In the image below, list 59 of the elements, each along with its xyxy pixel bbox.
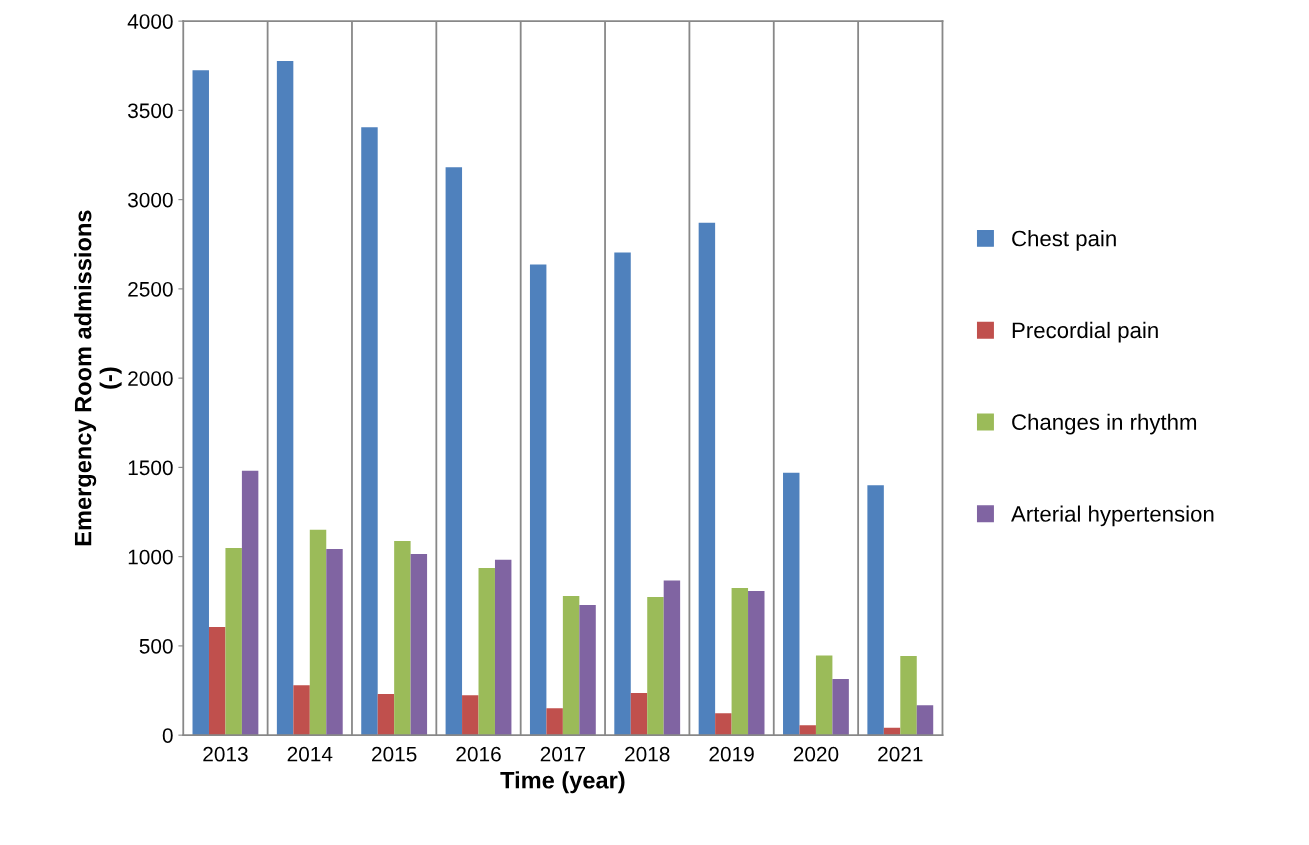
legend-label: Precordial pain bbox=[1012, 321, 1158, 343]
y-tick-label: 4000 bbox=[127, 14, 173, 29]
x-axis-title: Time (year) bbox=[500, 771, 625, 794]
x-tick-label: 2013 bbox=[203, 746, 248, 762]
legend-label: Arterial hypertension bbox=[1011, 505, 1214, 527]
x-tick-label: 2018 bbox=[625, 746, 670, 762]
bar bbox=[562, 595, 580, 736]
bar bbox=[832, 679, 849, 736]
x-tick-label: 2017 bbox=[540, 746, 585, 762]
bar bbox=[630, 693, 648, 736]
bar bbox=[462, 695, 479, 736]
y-tick-label: 3000 bbox=[127, 192, 173, 208]
bar bbox=[783, 472, 800, 736]
bar bbox=[867, 485, 884, 736]
x-tick-label: 2015 bbox=[372, 746, 417, 762]
y-tick-label: 0 bbox=[162, 728, 173, 743]
legend-label: Changes in rhythm bbox=[1012, 413, 1197, 435]
bar bbox=[663, 580, 681, 736]
bar bbox=[614, 252, 631, 736]
bar bbox=[916, 705, 934, 736]
bar bbox=[579, 605, 596, 736]
bar bbox=[731, 587, 749, 736]
y-tick-label: 1000 bbox=[128, 549, 173, 565]
bar bbox=[377, 694, 395, 736]
bar bbox=[410, 553, 428, 736]
x-tick-label: 2020 bbox=[793, 746, 839, 762]
y-tick-label: 2500 bbox=[128, 281, 173, 297]
bar bbox=[326, 548, 343, 736]
y-axis-title: Emergency Room admissions (-) bbox=[74, 210, 122, 546]
bar bbox=[715, 713, 732, 736]
bar bbox=[241, 470, 259, 736]
x-tick-label: 2019 bbox=[709, 746, 754, 762]
bar bbox=[698, 222, 716, 736]
bar bbox=[293, 685, 310, 736]
bar bbox=[799, 725, 816, 736]
x-tick-label: 2014 bbox=[287, 746, 333, 762]
bar bbox=[647, 596, 664, 736]
x-tick-label: 2016 bbox=[456, 746, 501, 762]
bar bbox=[748, 590, 765, 736]
bar bbox=[478, 567, 495, 736]
bar bbox=[208, 626, 226, 736]
bar bbox=[225, 547, 242, 736]
bar bbox=[276, 61, 294, 736]
bar bbox=[900, 656, 917, 736]
bar bbox=[192, 70, 209, 736]
y-tick-label: 2000 bbox=[128, 371, 173, 386]
y-tick-label: 1500 bbox=[128, 460, 173, 476]
y-tick-label: 3500 bbox=[127, 103, 173, 119]
bar bbox=[445, 167, 463, 736]
bar bbox=[529, 264, 547, 736]
legend-label: Chest pain bbox=[1012, 230, 1116, 251]
bar bbox=[815, 655, 833, 736]
bar bbox=[394, 540, 411, 736]
y-tick-label: 500 bbox=[139, 638, 173, 654]
bar bbox=[361, 127, 378, 736]
bar bbox=[309, 529, 327, 736]
bar bbox=[546, 708, 563, 736]
bar bbox=[494, 559, 512, 736]
x-tick-label: 2021 bbox=[878, 746, 923, 762]
